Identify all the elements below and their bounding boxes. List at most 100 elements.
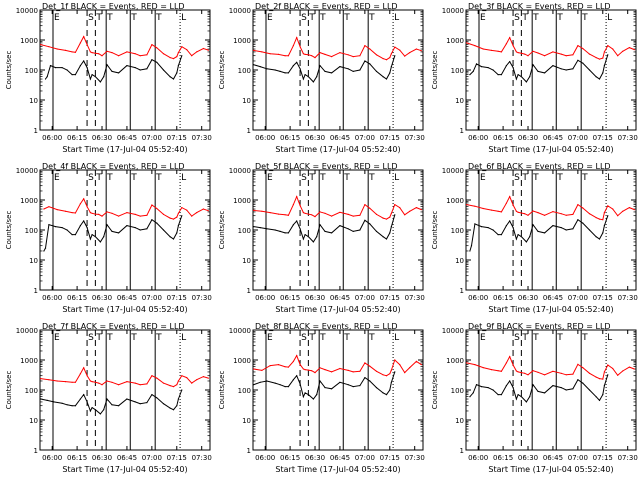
- data-point: [304, 234, 306, 236]
- marker-label: S: [301, 333, 307, 343]
- x-axis-label: Start Time (17-Jul-04 05:52:40): [275, 465, 400, 474]
- data-point: [565, 389, 567, 391]
- data-point: [415, 48, 417, 50]
- data-point: [311, 214, 313, 216]
- data-point: [48, 379, 50, 381]
- data-point: [389, 57, 391, 59]
- data-point: [339, 211, 341, 213]
- data-point: [118, 232, 120, 234]
- y-tick-label: 1: [34, 127, 38, 135]
- marker-label: E: [267, 173, 273, 183]
- marker-label: L: [181, 13, 186, 23]
- data-point: [537, 230, 539, 232]
- data-point: [169, 236, 171, 238]
- data-point: [517, 234, 519, 236]
- data-point: [319, 211, 321, 213]
- data-point: [577, 204, 579, 206]
- data-point: [287, 386, 289, 388]
- data-point: [515, 51, 518, 53]
- data-point: [607, 215, 609, 217]
- marker-label: T: [155, 13, 162, 23]
- x-axis-label: Start Time (17-Jul-04 05:52:40): [488, 305, 613, 314]
- data-point: [470, 245, 473, 247]
- data-point: [352, 371, 354, 373]
- series-line-events: [43, 215, 183, 252]
- data-point: [472, 70, 474, 72]
- data-point: [106, 398, 108, 400]
- data-point: [48, 224, 50, 226]
- data-point: [582, 222, 584, 224]
- data-point: [106, 380, 108, 382]
- data-point: [266, 228, 268, 230]
- data-point: [382, 236, 384, 238]
- y-tick-label: 10: [455, 97, 464, 105]
- x-tick-label: 06:30: [92, 454, 112, 462]
- data-point: [86, 206, 88, 208]
- data-point: [94, 381, 96, 383]
- y-axis-label: Counts/sec: [218, 371, 226, 410]
- data-point: [156, 47, 158, 49]
- data-point: [482, 48, 484, 50]
- data-point: [314, 216, 316, 218]
- x-tick-label: 07:00: [142, 294, 162, 302]
- data-point: [480, 66, 483, 68]
- data-point: [560, 372, 562, 374]
- series-line-events: [253, 214, 396, 243]
- data-point: [169, 217, 171, 219]
- data-point: [274, 382, 276, 384]
- data-point: [500, 234, 502, 236]
- x-tick-label: 06:45: [117, 294, 137, 302]
- data-point: [524, 53, 526, 55]
- data-point: [520, 76, 523, 78]
- data-point: [126, 225, 128, 227]
- data-point: [94, 409, 96, 411]
- y-tick-label: 10: [242, 257, 251, 265]
- data-point: [582, 382, 584, 384]
- y-tick-label: 10: [29, 417, 38, 425]
- data-point: [622, 370, 624, 372]
- data-point: [515, 210, 518, 212]
- data-point: [409, 210, 411, 212]
- marker-label: T: [130, 333, 137, 343]
- data-point: [94, 236, 96, 238]
- data-point: [389, 389, 391, 391]
- x-tick-label: 07:00: [568, 294, 588, 302]
- data-point: [382, 76, 384, 78]
- x-tick-label: 06:30: [305, 454, 325, 462]
- data-point: [66, 229, 68, 231]
- data-point: [307, 76, 309, 78]
- data-point: [66, 69, 68, 71]
- data-point: [420, 50, 422, 52]
- data-point: [602, 394, 604, 396]
- marker-label: T: [343, 173, 350, 183]
- data-point: [277, 364, 280, 366]
- data-point: [134, 213, 136, 215]
- data-point: [517, 52, 519, 54]
- data-point: [565, 55, 567, 57]
- x-tick-label: 07:30: [192, 454, 212, 462]
- data-point: [299, 68, 301, 70]
- data-point: [296, 220, 298, 222]
- y-tick-label: 100: [451, 67, 464, 75]
- data-point: [287, 214, 289, 216]
- data-point: [44, 78, 47, 80]
- x-tick-label: 06:00: [42, 294, 62, 302]
- series-line-lld: [466, 195, 635, 221]
- data-point: [369, 223, 371, 225]
- data-point: [359, 55, 361, 57]
- detector-panel: Det_3f BLACK = Events, RED = LLD Counts/s…: [431, 2, 638, 154]
- data-point: [475, 384, 478, 386]
- data-point: [565, 374, 567, 376]
- data-point: [259, 381, 261, 383]
- data-point: [490, 369, 493, 371]
- data-point: [40, 44, 42, 46]
- data-point: [509, 196, 511, 198]
- detector-panel: Det_5f BLACK = Events, RED = LLD Counts/s…: [218, 162, 425, 314]
- data-point: [385, 238, 388, 240]
- marker-label: T: [130, 173, 137, 183]
- data-point: [572, 54, 574, 56]
- data-point: [261, 210, 263, 212]
- data-point: [509, 380, 511, 382]
- series-line-events: [45, 55, 183, 83]
- data-point: [603, 65, 606, 67]
